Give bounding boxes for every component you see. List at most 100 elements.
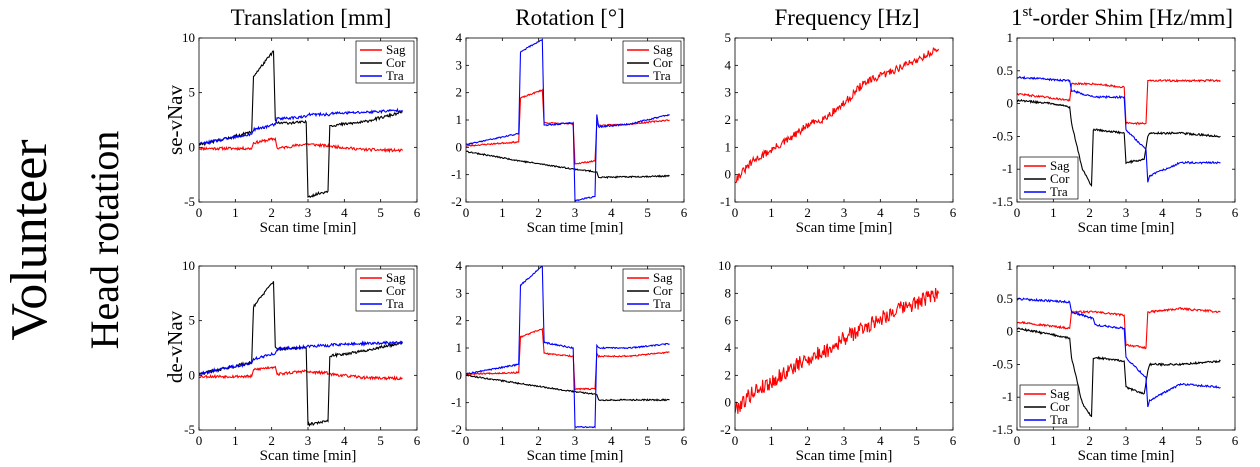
y-tick-label: -1 [451, 167, 462, 182]
x-tick-label: 4 [877, 205, 884, 220]
series-line-tra [199, 107, 403, 146]
x-tick-label: 4 [341, 205, 348, 220]
chart-panel: 0 1 2 3 4 5 6 -1.5 -1 -0.5 0 0.5 1 Scan time [min] Sag… [992, 30, 1238, 236]
series-line-sag [735, 287, 940, 414]
y-tick-label: -1 [1002, 161, 1013, 176]
x-tick-label: 6 [414, 433, 421, 448]
y-tick-label: 10 [182, 30, 195, 45]
legend-label-sag: Sag [1050, 386, 1070, 401]
y-tick-label: 3 [456, 285, 463, 300]
x-tick-label: 0 [463, 433, 470, 448]
x-tick-label: 3 [1123, 433, 1130, 448]
series-line-tra [1017, 75, 1221, 183]
y-tick-label: 2 [456, 85, 463, 100]
row-label-de-vnav: de-vNav [163, 310, 187, 383]
y-tick-label: 0.5 [997, 291, 1013, 306]
row-label-se-vnav: se-vNav [163, 85, 187, 155]
x-tick-label: 6 [950, 433, 957, 448]
y-tick-label: 0 [725, 167, 732, 182]
x-axis-label: Scan time [min] [527, 448, 624, 464]
x-tick-label: 3 [841, 205, 848, 220]
column-title-shim: 1st-order Shim [Hz/mm] [1011, 4, 1233, 30]
series-line-sag [735, 47, 940, 184]
x-tick-label: 0 [732, 433, 739, 448]
legend-label-cor: Cor [653, 55, 673, 70]
y-tick-label: 2 [725, 367, 732, 382]
legend-label-tra: Tra [653, 296, 671, 311]
legend-label-tra: Tra [1050, 412, 1068, 427]
x-axis-label: Scan time [min] [796, 220, 893, 236]
x-tick-label: 4 [1159, 433, 1166, 448]
column-title-rotation: Rotation [°] [515, 5, 625, 30]
series-line-cor [466, 374, 670, 402]
axes-box [734, 265, 954, 431]
x-tick-label: 6 [414, 205, 421, 220]
y-tick-label: 4 [456, 30, 463, 45]
x-tick-label: 6 [1232, 205, 1239, 220]
y-tick-label: -1 [1002, 389, 1013, 404]
series-line-sag [466, 327, 670, 391]
y-tick-label: -1 [720, 194, 731, 209]
x-tick-label: 0 [463, 205, 470, 220]
x-tick-label: 6 [681, 433, 688, 448]
x-tick-label: 6 [681, 205, 688, 220]
y-tick-label: 3 [725, 85, 732, 100]
legend-label-cor: Cor [1050, 399, 1070, 414]
x-tick-label: 1 [768, 205, 775, 220]
series-line-sag [466, 88, 670, 165]
x-tick-label: 2 [268, 205, 275, 220]
series-line-tra [466, 266, 670, 429]
legend-label-sag: Sag [386, 270, 406, 285]
y-tick-label: 0 [189, 367, 196, 382]
x-tick-label: 2 [268, 433, 275, 448]
x-tick-label: 4 [608, 205, 615, 220]
series-line-sag [199, 137, 403, 154]
x-tick-label: 2 [535, 433, 542, 448]
legend-label-cor: Cor [386, 55, 406, 70]
y-tick-label: 1 [456, 340, 463, 355]
y-tick-label: -0.5 [992, 356, 1013, 371]
y-tick-label: 0.5 [997, 63, 1013, 78]
series-line-tra [1017, 297, 1221, 408]
chart-panel: 0 1 2 3 4 5 6 -1.5 -1 -0.5 0 0.5 1 Scan time [min] Sag… [992, 258, 1238, 464]
series-line-tra [466, 38, 670, 202]
legend-label-tra: Tra [1050, 184, 1068, 199]
x-tick-label: 4 [877, 433, 884, 448]
x-tick-label: 3 [841, 433, 848, 448]
y-tick-label: -5 [184, 194, 195, 209]
y-tick-label: 0 [1007, 96, 1014, 111]
x-tick-label: 1 [1050, 433, 1057, 448]
y-tick-label: -2 [720, 422, 731, 437]
column-title-shim-prefix: 1 [1011, 5, 1023, 30]
y-tick-label: 8 [725, 285, 732, 300]
series-line-cor [466, 150, 670, 179]
legend-label-sag: Sag [1050, 158, 1070, 173]
y-tick-label: 0 [456, 139, 463, 154]
x-tick-label: 5 [1195, 433, 1202, 448]
x-tick-label: 2 [804, 433, 811, 448]
legend-label-tra: Tra [386, 68, 404, 83]
x-tick-label: 4 [1159, 205, 1166, 220]
y-tick-label: -0.5 [992, 128, 1013, 143]
x-axis-label: Scan time [min] [796, 448, 893, 464]
x-tick-label: 5 [913, 433, 920, 448]
x-tick-label: 2 [804, 205, 811, 220]
x-tick-label: 1 [499, 433, 506, 448]
legend-label-cor: Cor [1050, 171, 1070, 186]
y-tick-label: 1 [1007, 258, 1014, 273]
y-tick-label: 2 [456, 313, 463, 328]
x-tick-label: 0 [1014, 433, 1021, 448]
x-tick-label: 5 [377, 205, 384, 220]
x-tick-label: 0 [732, 205, 739, 220]
y-tick-label: 5 [189, 85, 196, 100]
x-tick-label: 3 [305, 205, 312, 220]
